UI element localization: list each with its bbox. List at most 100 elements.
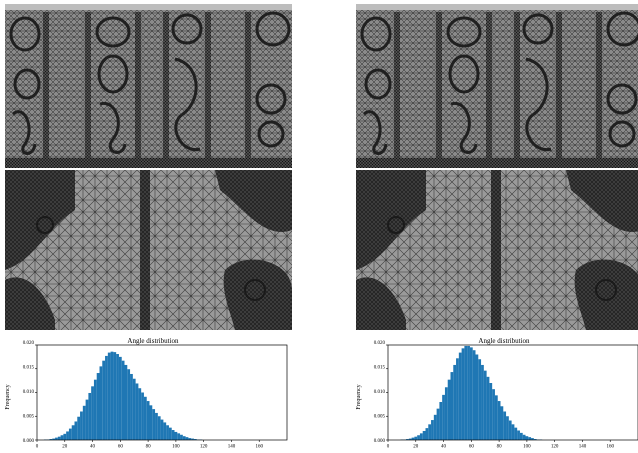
x-tick-label: 160 xyxy=(255,445,263,449)
x-tick-label: 140 xyxy=(228,445,236,449)
x-tick-label: 60 xyxy=(118,445,124,449)
y-axis-label: Frequency xyxy=(356,384,362,409)
histogram-bar xyxy=(495,395,498,440)
histogram-bar xyxy=(58,437,61,440)
bars xyxy=(401,346,543,440)
bars xyxy=(44,352,202,440)
histogram-bar xyxy=(509,421,512,440)
histogram-bar xyxy=(456,358,459,440)
histogram-bar xyxy=(428,424,431,440)
histogram-bar xyxy=(72,425,75,440)
histogram-bar xyxy=(136,383,139,440)
y-tick-label: 0.005 xyxy=(374,415,386,420)
x-tick-label: 20 xyxy=(413,445,419,449)
histogram-bar xyxy=(492,389,495,440)
histogram-bar xyxy=(166,425,169,440)
x-tick-label: 120 xyxy=(551,445,559,449)
histogram-bar xyxy=(75,421,78,440)
x-tick-label: 40 xyxy=(90,445,96,449)
y-tick-label: 0.020 xyxy=(23,341,35,346)
histogram-bar xyxy=(108,353,111,440)
histogram-bar xyxy=(133,379,136,440)
mesh-render-overview xyxy=(356,4,638,168)
histogram-bar xyxy=(501,406,504,440)
histogram-bar xyxy=(125,365,128,440)
histogram-bar xyxy=(105,356,108,440)
histogram-bar xyxy=(512,424,515,440)
histogram-bar xyxy=(498,401,501,440)
histogram-bar xyxy=(177,433,180,440)
histogram-bar xyxy=(481,365,484,440)
x-tick-label: 60 xyxy=(469,445,475,449)
histogram-bar xyxy=(100,366,103,440)
histogram-bar xyxy=(119,357,122,440)
histogram-bar xyxy=(147,401,150,440)
x-tick-label: 0 xyxy=(36,445,39,449)
y-tick-label: 0.020 xyxy=(374,341,386,346)
x-tick-label: 160 xyxy=(606,445,614,449)
histogram-bar xyxy=(426,428,429,440)
histogram-bar xyxy=(467,346,470,440)
histogram-bar xyxy=(476,355,479,441)
y-tick-label: 0.005 xyxy=(23,415,35,420)
histogram-bar xyxy=(94,380,97,440)
y-ticks: 0.000 0.005 0.010 0.015 0.020 xyxy=(374,341,388,444)
x-tick-label: 80 xyxy=(146,445,152,449)
histogram-bar xyxy=(127,369,130,440)
histogram-bar xyxy=(172,430,175,440)
y-tick-label: 0.010 xyxy=(374,390,386,395)
histogram-bar xyxy=(423,431,426,440)
histogram-bar xyxy=(97,373,100,440)
angle-histogram: Angle distribution Frequency 0.000 0.005… xyxy=(5,335,292,448)
histogram-svg: Angle distribution Frequency 0.000 0.005… xyxy=(5,335,292,448)
histogram-bar xyxy=(417,435,420,440)
histogram-bar xyxy=(514,428,517,440)
histogram-bar xyxy=(102,361,105,440)
histogram-bar xyxy=(175,432,178,440)
histogram-bar xyxy=(464,346,467,440)
histogram-bar xyxy=(412,438,415,440)
histogram-bar xyxy=(431,420,434,440)
x-tick-label: 20 xyxy=(62,445,68,449)
histogram-bar xyxy=(470,347,473,440)
x-tick-label: 0 xyxy=(387,445,390,449)
histogram-bar xyxy=(122,361,125,440)
histogram-bar xyxy=(55,438,58,440)
histogram-bar xyxy=(523,435,526,440)
histogram-bar xyxy=(141,393,144,441)
histogram-bar xyxy=(526,436,529,440)
histogram-bar xyxy=(91,386,94,440)
x-tick-label: 80 xyxy=(497,445,503,449)
y-tick-label: 0.015 xyxy=(23,366,35,371)
histogram-bar xyxy=(478,359,481,440)
histogram-bar xyxy=(150,405,153,440)
left-column: Angle distribution Frequency 0.000 0.005… xyxy=(5,0,292,448)
histogram-bar xyxy=(489,383,492,440)
histogram-bar xyxy=(144,397,147,440)
histogram-bar xyxy=(180,435,183,440)
histogram-bar xyxy=(152,409,155,440)
y-tick-label: 0.010 xyxy=(23,390,35,395)
histogram-bar xyxy=(66,431,69,440)
histogram-bar xyxy=(161,420,164,440)
histogram-bar xyxy=(439,402,442,440)
histogram-bar xyxy=(138,388,141,440)
x-tick-label: 140 xyxy=(579,445,587,449)
x-tick-label: 100 xyxy=(523,445,531,449)
histogram-bar xyxy=(506,416,509,440)
histogram-bar xyxy=(111,352,114,440)
histogram-bar xyxy=(437,409,440,440)
y-tick-label: 0.000 xyxy=(374,439,386,444)
y-ticks: 0.000 0.005 0.010 0.015 0.020 xyxy=(23,341,37,444)
histogram-bar xyxy=(83,406,86,440)
angle-histogram: Angle distribution Frequency 0.000 0.005… xyxy=(356,335,638,448)
mesh-render-closeup xyxy=(5,170,292,330)
histogram-bar xyxy=(113,352,116,440)
histogram-bar xyxy=(445,387,448,440)
mesh-render-overview xyxy=(5,4,292,168)
histogram-bar xyxy=(462,348,465,440)
y-tick-label: 0.000 xyxy=(23,439,35,444)
histogram-bar xyxy=(459,353,462,440)
histogram-bar xyxy=(420,433,423,440)
